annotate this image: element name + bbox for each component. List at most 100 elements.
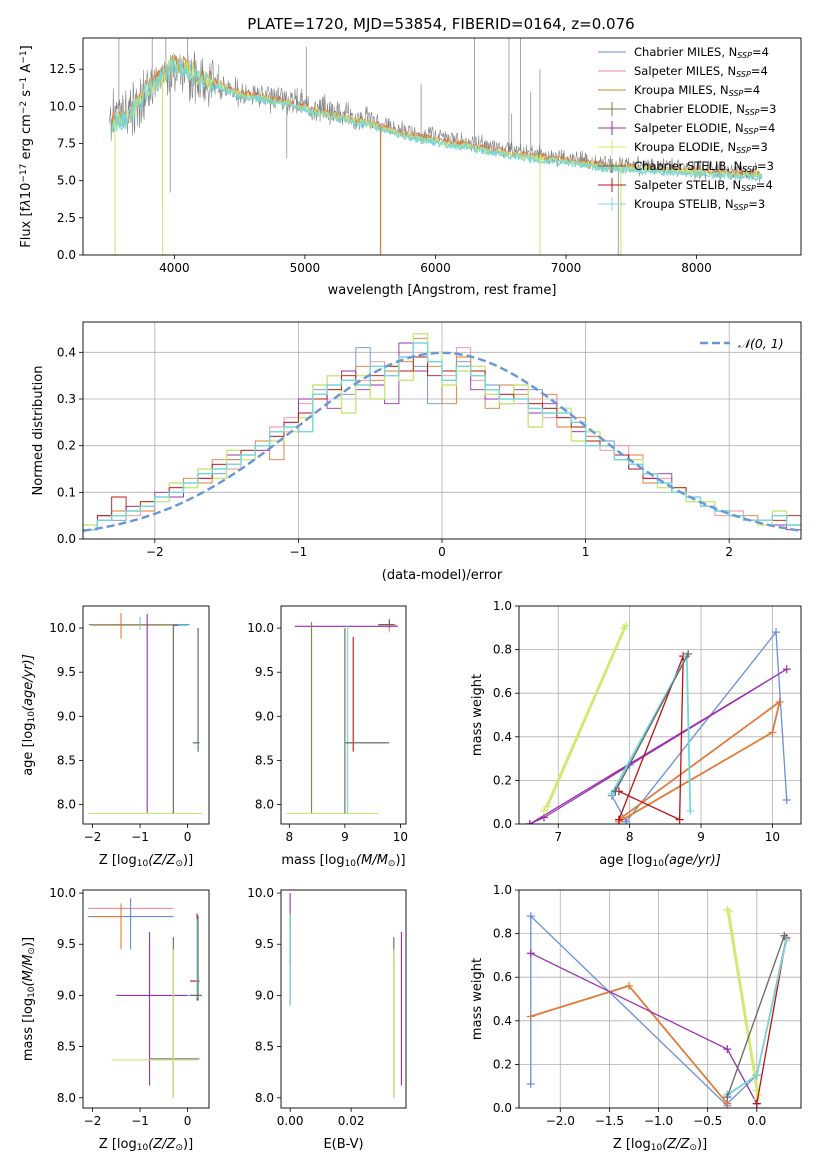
- legend-entry: Salpeter STELIB, NSSP=4: [634, 178, 773, 193]
- y-tick-label: 10.0: [49, 886, 76, 900]
- x-tick-label: 4000: [159, 261, 190, 275]
- weight-marker: [526, 949, 535, 958]
- x-tick-label: 8: [626, 830, 634, 844]
- legend-entry: Kroupa MILES, NSSP=4: [634, 83, 760, 98]
- y-tick-label: 0.4: [57, 345, 76, 359]
- x-tick-label: −2: [146, 545, 164, 559]
- weight-line: [530, 952, 758, 1104]
- chart-residuals: −2 −1 0 1 2 0.0 0.1 0.2 0.3 0.4 (data-model)/error…: [31, 321, 802, 583]
- weight-line: [546, 625, 627, 807]
- y-tick-label: 0.6: [493, 970, 512, 984]
- y-tick-label: 9.5: [57, 937, 76, 951]
- weight-marker: [780, 931, 789, 940]
- x-tick-label: −1.5: [595, 1114, 624, 1128]
- x-axis-label: mass [log10(M/M⊙)]: [281, 853, 405, 869]
- weight-marker: [526, 912, 535, 921]
- weight-marker: [782, 936, 791, 945]
- legend-entry: Kroupa STELIB, NSSP=3: [634, 197, 765, 212]
- axes-frame: [82, 321, 802, 540]
- weight-marker: [723, 905, 732, 914]
- weight-marker: [772, 628, 781, 637]
- y-tick-label: 0.6: [493, 686, 512, 700]
- y-tick-label: 0.2: [493, 1057, 512, 1071]
- y-tick-label: 9.5: [255, 665, 274, 679]
- legend-entry: Kroupa ELODIE, NSSP=3: [634, 140, 768, 155]
- weight-line: [726, 935, 785, 1098]
- x-axis-label: (data-model)/error: [382, 568, 503, 583]
- y-tick-label: 0.2: [493, 773, 512, 787]
- weight-line: [529, 668, 788, 824]
- y-tick-label: 7.5: [57, 137, 76, 151]
- axes-frame: [280, 605, 407, 825]
- weight-marker: [619, 623, 628, 632]
- x-tick-label: 0.00: [277, 1114, 304, 1128]
- y-tick-label: 10.0: [247, 621, 274, 635]
- y-tick-label: 0.0: [493, 1101, 512, 1115]
- weight-marker: [539, 806, 548, 815]
- weight-line: [726, 909, 758, 1100]
- axes-frame: [518, 605, 802, 825]
- weight-marker: [752, 1099, 761, 1108]
- y-tick-label: 5.0: [57, 174, 76, 188]
- axes-frame: [82, 889, 210, 1109]
- chart-z-age: −2 −1 0 8.0 8.5 9.0 9.5 10.0 Z [log10(Z/Z⊙)] age …: [21, 605, 210, 869]
- weight-line: [728, 911, 760, 1096]
- y-axis-label: Normed distribution: [31, 366, 46, 496]
- x-tick-label: 10: [393, 830, 408, 844]
- y-tick-label: 8.0: [255, 1091, 274, 1105]
- x-axis-label: age [log10(age/yr)]: [599, 853, 721, 869]
- legend-entry: Chabrier MILES, NSSP=4: [634, 45, 769, 60]
- y-tick-label: 1.0: [493, 883, 512, 897]
- y-tick-label: 8.0: [255, 798, 274, 812]
- weight-marker: [782, 796, 791, 805]
- axes-frame: [518, 889, 802, 1109]
- y-tick-label: 8.5: [57, 753, 76, 767]
- chart-ebv-mass: 0.00 0.02 8.0 8.5 9.0 9.5 10.0 E(B-V): [247, 886, 407, 1152]
- weight-marker: [525, 820, 534, 824]
- x-axis-label: E(B-V): [323, 1137, 363, 1152]
- weight-marker: [723, 1045, 732, 1054]
- chart-spectrum: 4000 5000 6000 7000 8000 0.0 2.5 5.0 7.5 10.0 12.5…: [19, 37, 802, 298]
- x-tick-label: −0.5: [693, 1114, 722, 1128]
- chart-z-mass: −2 −1 0 8.0 8.5 9.0 9.5 10.0 Z [log10(Z/Z⊙)] mass…: [21, 886, 210, 1153]
- figure-title: PLATE=1720, MJD=53854, FIBERID=0164, z=0…: [247, 15, 634, 33]
- weight-marker: [686, 806, 695, 815]
- axes-frame: [280, 889, 407, 1109]
- y-tick-label: 8.0: [57, 798, 76, 812]
- y-tick-label: 9.0: [255, 988, 274, 1002]
- x-tick-label: 0: [184, 830, 192, 844]
- weight-marker: [752, 1071, 761, 1080]
- x-tick-label: 7000: [551, 261, 582, 275]
- plot-area: [286, 619, 398, 814]
- x-tick-label: 0.02: [338, 1114, 365, 1128]
- y-tick-label: 9.0: [255, 709, 274, 723]
- x-tick-label: 0: [438, 545, 446, 559]
- x-tick-label: 0.0: [747, 1114, 766, 1128]
- plot-area: [519, 890, 801, 1108]
- x-tick-label: −1: [131, 1114, 149, 1128]
- weight-marker: [614, 815, 623, 824]
- y-tick-label: 8.5: [255, 1040, 274, 1054]
- chart-z-weight: −2.0 −1.5 −1.0 −0.5 0.0 0.0 0.2 0.4 0.6 0.8 1.0 Z […: [470, 883, 802, 1153]
- weight-line: [543, 627, 625, 812]
- legend-entry: Chabrier ELODIE, NSSP=3: [634, 102, 776, 117]
- x-tick-label: 2: [725, 545, 733, 559]
- x-tick-label: −2: [84, 830, 102, 844]
- y-tick-label: 10.0: [49, 99, 76, 113]
- y-tick-label: 0.2: [57, 439, 76, 453]
- weight-marker: [725, 907, 734, 916]
- y-tick-label: 8.5: [57, 1040, 76, 1054]
- y-tick-label: 0.0: [493, 817, 512, 831]
- plot-area: [108, 38, 763, 255]
- y-tick-label: 10.0: [247, 886, 274, 900]
- y-tick-label: 0.0: [57, 248, 76, 262]
- x-tick-label: 10: [765, 830, 780, 844]
- x-tick-label: 9: [341, 830, 349, 844]
- weight-marker: [625, 981, 634, 990]
- y-tick-label: 0.1: [57, 485, 76, 499]
- legend-entry: Salpeter ELODIE, NSSP=4: [634, 121, 775, 136]
- weight-marker: [775, 697, 784, 706]
- y-axis-label: mass weight: [470, 674, 485, 756]
- plot-area: [87, 898, 202, 1098]
